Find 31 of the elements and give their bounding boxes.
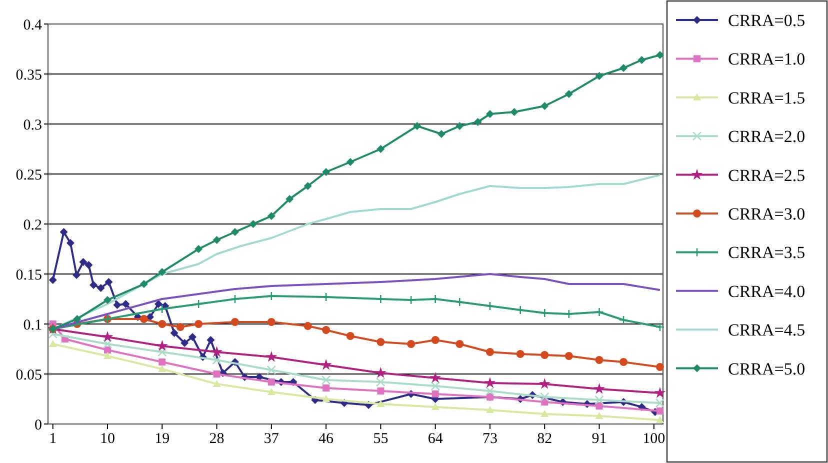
x-tick-label: 46 [318, 431, 334, 447]
y-tick-label: 0.4 [23, 17, 42, 34]
x-tick-label: 100 [642, 431, 666, 447]
y-tick-label: 0.05 [16, 367, 42, 384]
y-tick-label: 0.25 [16, 167, 42, 184]
legend-label: CRRA=3.0 [728, 204, 806, 224]
legend-label: CRRA=3.5 [728, 243, 806, 262]
x-tick-label: 73 [482, 431, 498, 447]
y-tick-label: 0.35 [16, 67, 42, 84]
x-tick-label: 1 [49, 431, 57, 447]
x-tick-label: 37 [264, 431, 280, 447]
legend-label: CRRA=1.5 [728, 88, 806, 108]
legend-label: CRRA=0.5 [728, 10, 806, 30]
legend-label: CRRA=5.0 [728, 359, 806, 378]
x-tick-label: 91 [592, 431, 607, 447]
y-tick-label: 0.15 [16, 267, 42, 284]
legend-label: CRRA=4.0 [728, 282, 806, 301]
x-tick-label: 10 [100, 431, 115, 447]
x-tick-label: 55 [373, 431, 388, 447]
x-tick-label: 28 [209, 431, 224, 447]
legend-label: CRRA=2.5 [728, 166, 806, 185]
legend-label: CRRA=2.0 [728, 127, 806, 146]
y-tick-label: 0.3 [23, 117, 42, 134]
y-tick-label: 0 [34, 417, 42, 434]
y-tick-label: 0.1 [23, 317, 42, 334]
x-tick-label: 19 [154, 431, 170, 447]
legend-label: CRRA=1.0 [728, 50, 806, 69]
x-tick-label: 64 [428, 431, 444, 447]
y-tick-label: 0.2 [23, 217, 42, 234]
legend-label: CRRA=4.5 [728, 320, 806, 340]
x-tick-label: 82 [537, 431, 552, 447]
